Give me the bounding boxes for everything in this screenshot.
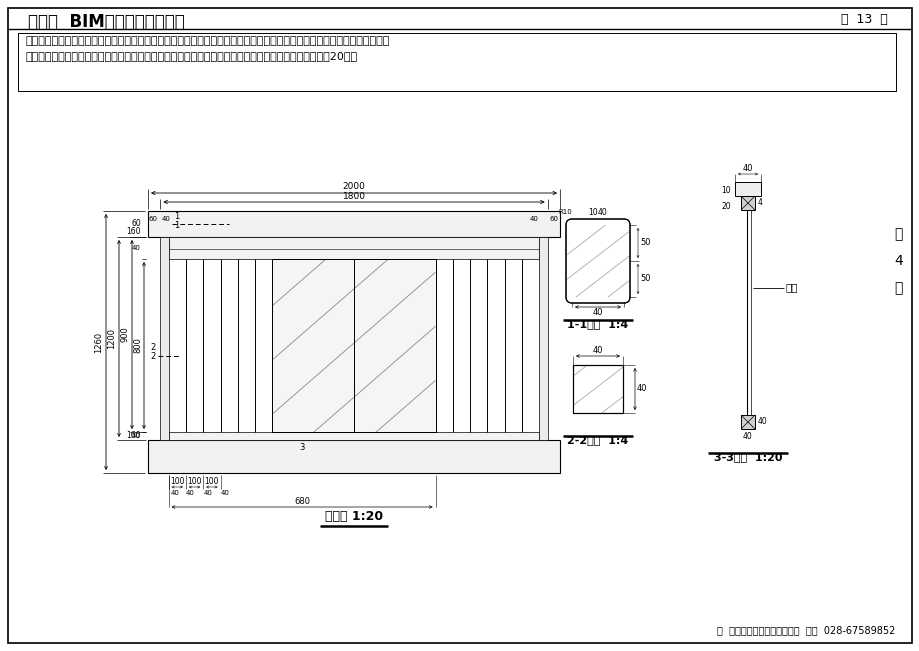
Bar xyxy=(272,259,435,432)
Text: 共  13  页: 共 13 页 xyxy=(840,13,887,26)
Text: 10: 10 xyxy=(587,208,597,217)
Bar xyxy=(539,237,547,440)
Text: 160: 160 xyxy=(127,227,141,236)
Text: 1260: 1260 xyxy=(94,331,103,353)
Text: 160: 160 xyxy=(127,430,141,439)
Text: 1: 1 xyxy=(174,212,179,221)
Text: 2: 2 xyxy=(150,344,155,352)
Bar xyxy=(740,415,754,429)
Text: 4: 4 xyxy=(757,199,762,208)
Bar xyxy=(272,259,435,432)
Text: 40: 40 xyxy=(592,308,603,317)
Text: 40: 40 xyxy=(592,346,603,355)
Text: 40: 40 xyxy=(132,433,141,439)
Text: 1200: 1200 xyxy=(107,328,116,349)
Text: 100: 100 xyxy=(187,477,201,486)
Text: 杆件材质设为「木材」，挡板材质设为「玻璃」。最终结果以「栏杆」为文件名保存在考生文件夹中。（20分）: 杆件材质设为「木材」，挡板材质设为「玻璃」。最终结果以「栏杆」为文件名保存在考生… xyxy=(26,51,357,61)
Text: 50: 50 xyxy=(640,238,650,247)
Text: 由  成都交大职业技能培训中心  提供  028-67589852: 由 成都交大职业技能培训中心 提供 028-67589852 xyxy=(716,625,894,635)
Text: R10: R10 xyxy=(558,209,571,215)
Text: 主视图 1:20: 主视图 1:20 xyxy=(324,510,382,523)
Text: 100: 100 xyxy=(204,477,219,486)
Text: 20: 20 xyxy=(720,202,731,212)
Bar xyxy=(168,432,539,440)
Text: 四、图为某栏杆。请按照图示尺寸要求新建并制作栏杆的构建集，截面尺寸除扶手外其余杆件均相同。材质方面，扶手及其他: 四、图为某栏杆。请按照图示尺寸要求新建并制作栏杆的构建集，截面尺寸除扶手外其余杆… xyxy=(26,36,390,46)
Text: 50: 50 xyxy=(640,275,650,283)
Text: 2: 2 xyxy=(150,352,155,361)
Text: 40: 40 xyxy=(170,490,179,496)
Text: 60: 60 xyxy=(550,216,559,222)
Text: 2-2断面  1:4: 2-2断面 1:4 xyxy=(567,435,628,445)
Text: 10: 10 xyxy=(720,186,731,195)
Text: 40: 40 xyxy=(743,432,752,441)
Text: 40: 40 xyxy=(186,490,195,496)
Text: 1-1断面  1:4: 1-1断面 1:4 xyxy=(567,319,628,329)
Bar xyxy=(18,33,895,91)
FancyBboxPatch shape xyxy=(565,219,630,303)
Text: 第四期  BIM技能一级考试试题: 第四期 BIM技能一级考试试题 xyxy=(28,13,185,31)
Text: 100: 100 xyxy=(170,477,185,486)
Bar xyxy=(148,440,560,473)
Text: 900: 900 xyxy=(121,327,130,342)
Text: 40: 40 xyxy=(529,216,538,222)
Bar xyxy=(734,182,760,196)
Text: 3-3断面  1:20: 3-3断面 1:20 xyxy=(713,452,781,462)
Text: 800: 800 xyxy=(133,338,142,353)
Text: 40: 40 xyxy=(203,490,212,496)
Text: 第
4
页: 第 4 页 xyxy=(893,227,902,295)
Text: 挡板: 挡板 xyxy=(785,283,798,292)
Text: 2000: 2000 xyxy=(342,182,365,191)
Text: 40: 40 xyxy=(757,417,767,426)
Bar xyxy=(160,237,168,440)
Bar xyxy=(740,196,754,210)
Text: 40: 40 xyxy=(742,164,753,173)
Text: 60: 60 xyxy=(149,216,158,222)
Text: 1: 1 xyxy=(174,221,179,230)
Bar xyxy=(272,259,435,432)
Bar xyxy=(573,365,622,413)
Text: 60: 60 xyxy=(131,219,141,229)
Text: 40: 40 xyxy=(636,385,647,393)
Bar xyxy=(168,237,539,259)
Text: 40: 40 xyxy=(161,216,170,222)
Text: 1800: 1800 xyxy=(342,192,365,201)
Text: 40: 40 xyxy=(597,208,607,217)
Bar xyxy=(148,211,560,237)
Text: 680: 680 xyxy=(294,497,310,506)
Text: 40: 40 xyxy=(221,490,229,496)
Bar xyxy=(573,365,622,413)
Text: 40: 40 xyxy=(132,245,141,251)
Text: 3: 3 xyxy=(299,443,304,452)
